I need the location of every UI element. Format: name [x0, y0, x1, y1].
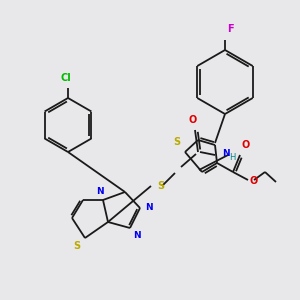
Text: S: S	[173, 137, 180, 147]
Text: N: N	[222, 149, 230, 158]
Text: O: O	[250, 176, 258, 186]
Text: S: S	[73, 241, 80, 251]
Text: O: O	[189, 115, 197, 125]
Text: O: O	[241, 140, 249, 150]
Text: N: N	[96, 187, 104, 196]
Text: Cl: Cl	[61, 73, 71, 83]
Text: N: N	[133, 231, 141, 240]
Text: N: N	[145, 202, 153, 211]
Text: H: H	[229, 154, 236, 163]
Text: F: F	[227, 24, 234, 34]
Text: S: S	[157, 181, 164, 191]
